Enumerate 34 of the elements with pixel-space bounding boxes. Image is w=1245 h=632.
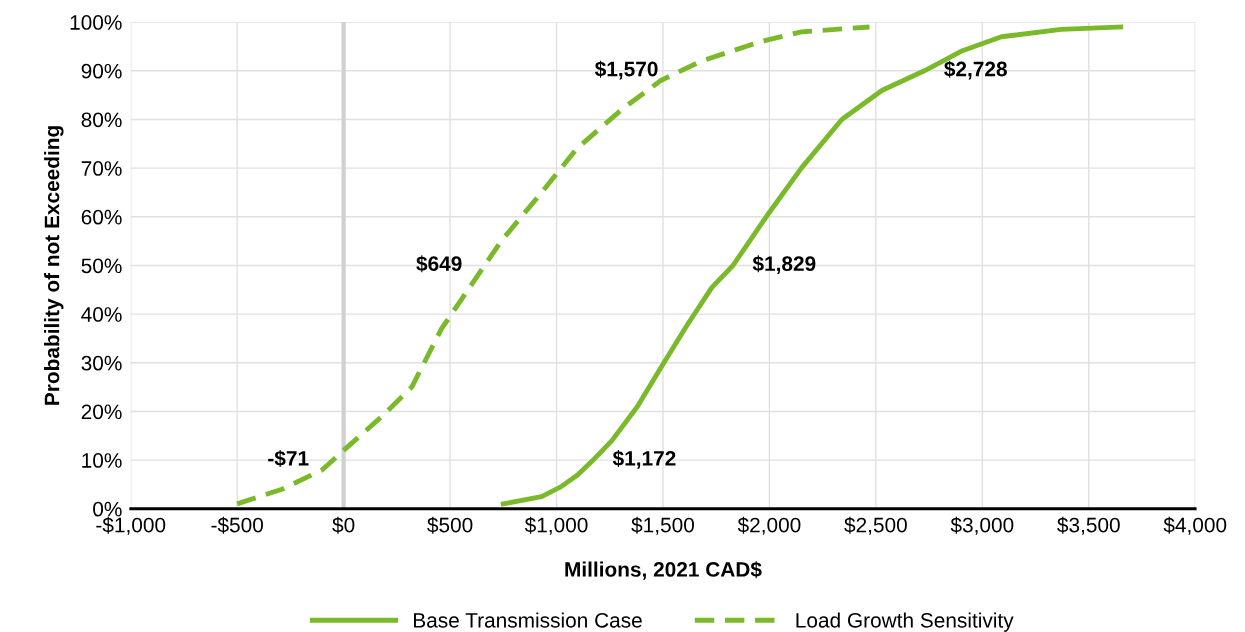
y-tick-label: 10%: [82, 453, 122, 468]
annotation: $1,829: [752, 255, 816, 275]
y-axis-title: Probability of not Exceeding: [44, 126, 64, 405]
x-axis-title: Millions, 2021 CAD$: [565, 561, 762, 580]
y-tick-label: 50%: [81, 258, 122, 274]
y-tick-label: 40%: [81, 307, 122, 322]
annotation: -$71: [268, 450, 309, 468]
x-tick-label: $0: [332, 516, 355, 534]
annotation: $2,728: [944, 60, 1007, 80]
y-tick-label: 60%: [81, 209, 122, 225]
y-tick-label: 80%: [81, 112, 122, 128]
x-tick-label: $2,000: [737, 516, 801, 535]
y-tick-label: 100%: [70, 15, 122, 30]
y-tick-label: 20%: [81, 404, 122, 420]
annotation: $1,570: [594, 60, 658, 80]
x-tick-label: $3,000: [950, 516, 1014, 535]
line-series: [500, 24, 1124, 507]
x-tick-label: $4,000: [1163, 516, 1227, 535]
line-series: [234, 24, 872, 507]
x-tick-label: $1,500: [631, 516, 695, 535]
y-tick-label: 0%: [93, 501, 122, 517]
x-tick-label: $2,500: [844, 516, 907, 535]
legend-label: Base Transmission Case: [414, 612, 642, 628]
y-tick-label: 70%: [81, 161, 122, 176]
legend-label: Load Growth Sensitivity: [796, 612, 1014, 632]
x-tick-label: -$500: [211, 516, 263, 534]
x-tick-label: -$1,000: [96, 516, 166, 535]
annotation: $649: [416, 255, 462, 273]
annotation: $1,172: [612, 450, 676, 469]
x-tick-label: $500: [427, 516, 473, 534]
x-tick-label: $3,500: [1057, 516, 1120, 535]
y-tick-label: 90%: [81, 63, 122, 79]
x-tick-label: $1,000: [524, 516, 588, 535]
y-tick-label: 30%: [81, 355, 122, 371]
